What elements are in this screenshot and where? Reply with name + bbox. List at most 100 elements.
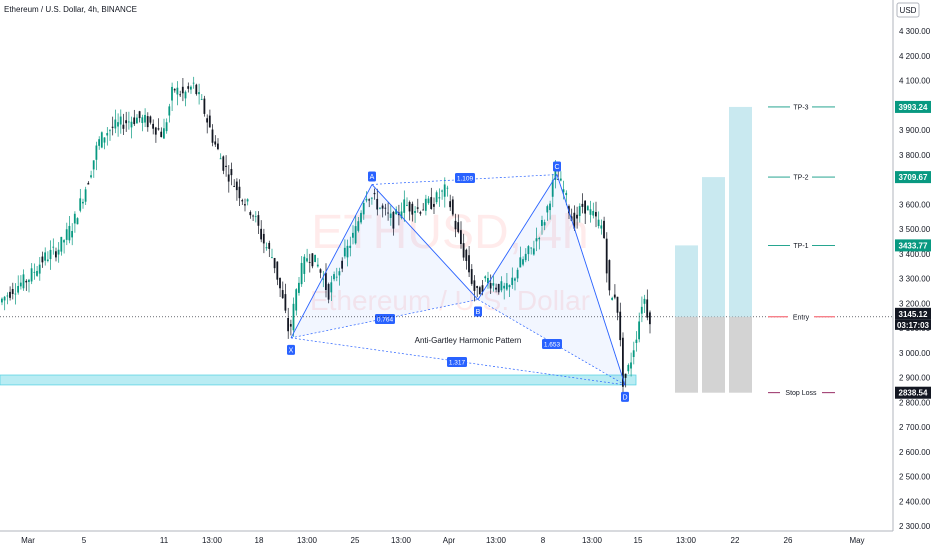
candle-body: [141, 117, 144, 124]
candle-body: [90, 175, 92, 178]
candle-body: [190, 86, 192, 90]
candle-body: [219, 158, 222, 160]
candle-body: [635, 339, 638, 343]
candle-body: [492, 283, 495, 286]
candle-body: [68, 225, 71, 241]
y-tick-label: 3 600.00: [899, 200, 931, 209]
candle-body: [357, 221, 360, 231]
candle-body: [595, 212, 597, 217]
candle-body: [468, 255, 470, 273]
candle-body: [379, 207, 381, 209]
candle-body: [82, 201, 84, 204]
candle-body: [478, 287, 481, 295]
candle-body: [433, 203, 435, 207]
candle-body: [36, 270, 38, 276]
pattern-point-c-box: [553, 161, 561, 172]
x-tick-label: 18: [255, 536, 264, 545]
y-tick-label: 2 800.00: [899, 398, 931, 407]
candle-body: [443, 184, 446, 197]
candle-body: [149, 116, 152, 123]
candle-body: [44, 252, 46, 261]
candle-body: [109, 130, 111, 132]
candle-body: [649, 312, 651, 325]
candle-body: [408, 202, 411, 212]
candle-body: [3, 296, 6, 301]
candle-body: [360, 212, 362, 223]
candle-body: [532, 248, 535, 255]
y-tick-label: 4 100.00: [899, 77, 931, 86]
candle-body: [346, 245, 349, 258]
candle-body: [603, 220, 605, 239]
candle-body: [92, 160, 95, 170]
candle-body: [392, 211, 395, 229]
candle-body: [322, 278, 325, 280]
candle-body: [581, 203, 584, 207]
candle-body: [254, 216, 257, 218]
candle-body: [111, 126, 114, 128]
candle-body: [592, 210, 595, 216]
candle-body: [14, 293, 17, 295]
candle-body: [646, 299, 649, 318]
price-tag-bg: [895, 171, 931, 184]
pattern-point-d: D: [622, 394, 627, 401]
y-tick-label: 2 700.00: [899, 423, 931, 432]
price-axis[interactable]: USD 2 300.00 2 400.00 2 500.00 2 600.00 2 700…: [892, 0, 931, 531]
y-tick-label: 2 300.00: [899, 522, 931, 531]
pattern-triangle-xab: [291, 184, 478, 338]
level-label: TP-2: [793, 175, 808, 182]
candle-body: [41, 256, 44, 263]
candle-body: [303, 256, 306, 274]
time-axis[interactable]: Mar 5 11 13:00 18 13:00 25 13:00 Apr 13:00 8 13:00 1…: [0, 530, 893, 545]
pattern-triangle-bcd: [478, 174, 625, 385]
candle-body: [632, 350, 635, 358]
candle-body: [295, 289, 298, 311]
candle-body: [565, 192, 568, 196]
candle-body: [608, 260, 611, 291]
candle-body: [25, 280, 28, 283]
candle-body: [246, 199, 249, 202]
candle-body: [100, 132, 103, 148]
candle-body: [60, 236, 63, 252]
level-label-bg: [790, 101, 812, 112]
price-tag-bg: [895, 386, 931, 399]
candle-body: [95, 145, 98, 160]
candle-body: [252, 215, 254, 217]
candle-body: [176, 87, 179, 95]
candle-body: [495, 287, 497, 290]
candle-body: [460, 230, 462, 245]
price-tag-tp-2: 3709.67: [899, 173, 928, 182]
candle-body: [341, 260, 343, 269]
candle-body: [597, 219, 600, 227]
candle-body: [106, 133, 109, 136]
candle-body: [387, 212, 389, 214]
x-tick-label: 13:00: [391, 536, 412, 545]
harmonic-pattern[interactable]: X A B C D 1.109 0.764 1.653 1.317 Anti-Gartley Ha…: [287, 161, 629, 402]
candle-body: [206, 118, 208, 123]
candle-body: [98, 139, 100, 146]
candle-body: [419, 212, 422, 214]
candle-body: [244, 204, 246, 206]
candle-body: [195, 84, 198, 95]
level-label: Stop Loss: [785, 390, 817, 397]
currency-box: [896, 2, 920, 18]
support-zone: [0, 374, 637, 386]
candle-body: [370, 197, 373, 199]
ratio-box: [455, 173, 475, 183]
candle-body: [586, 206, 589, 211]
x-tick-label: 26: [784, 536, 793, 545]
currency-label: USD: [900, 6, 917, 15]
level-label: TP-1: [793, 243, 808, 250]
y-tick-label: 3 800.00: [899, 151, 931, 160]
candle-body: [559, 178, 562, 181]
candle-body: [133, 117, 136, 125]
x-tick-label: 13:00: [486, 536, 507, 545]
x-tick-label: 15: [634, 536, 643, 545]
candle-body: [225, 165, 227, 167]
candle-body: [605, 238, 608, 274]
candle-body: [181, 86, 184, 94]
candle-body: [538, 237, 541, 240]
y-tick-label: 3 000.00: [899, 349, 931, 358]
candle-body: [365, 198, 368, 201]
candle-body: [84, 189, 87, 202]
